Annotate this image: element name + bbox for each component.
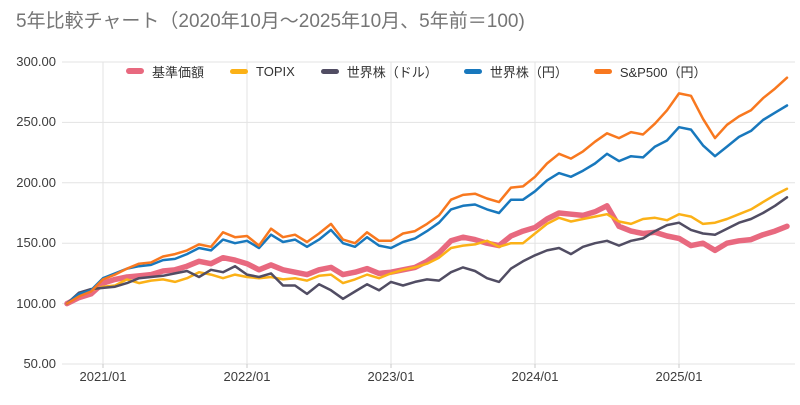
y-axis-label: 100.00 (16, 295, 56, 311)
legend-item[interactable]: S&P500（円） (593, 62, 707, 81)
legend-label: 世界株（円） (489, 64, 568, 80)
legend-swatch-icon (126, 68, 144, 74)
legend-item[interactable]: 世界株（ドル） (320, 62, 438, 81)
legend-item[interactable]: 世界株（円） (463, 62, 568, 81)
legend-label: S&P500（円） (619, 64, 707, 80)
x-axis-label: 2023/01 (367, 369, 415, 384)
legend-item[interactable]: TOPIX (230, 64, 295, 79)
legend-label: 世界株（ドル） (346, 64, 438, 80)
y-axis-label: 200.00 (16, 174, 56, 190)
legend: 基準価額 TOPIX 世界株（ドル） 世界株（円） S&P500（円） (126, 62, 707, 80)
x-axis-label: 2022/01 (223, 369, 271, 384)
series-line-世界株（円）[interactable] (65, 104, 789, 305)
chart-title: 5年比較チャート（2020年10月〜2025年10月、5年前＝100) (16, 11, 525, 32)
legend-swatch-icon (593, 68, 612, 74)
series-line-世界株（ドル）[interactable] (65, 196, 789, 305)
x-axis-label: 2025/01 (655, 369, 703, 384)
legend-label: TOPIX (256, 63, 295, 79)
x-axis-label: 2024/01 (511, 369, 559, 384)
y-axis-label: 250.00 (16, 114, 56, 130)
legend-swatch-icon (320, 68, 339, 74)
series-line-S&P500（円）[interactable] (65, 76, 789, 305)
series-line-基準価額[interactable] (64, 203, 790, 307)
y-axis-label: 50.00 (23, 356, 56, 371)
legend-swatch-icon (463, 68, 482, 74)
legend-label: 基準価額 (152, 64, 205, 80)
y-axis-label: 150.00 (16, 235, 56, 251)
series-line-TOPIX[interactable] (65, 187, 789, 305)
x-axis-label: 2021/01 (79, 369, 127, 384)
y-axis-label: 300.00 (16, 54, 56, 69)
legend-item[interactable]: 基準価額 (126, 62, 204, 81)
legend-swatch-icon (230, 68, 249, 74)
